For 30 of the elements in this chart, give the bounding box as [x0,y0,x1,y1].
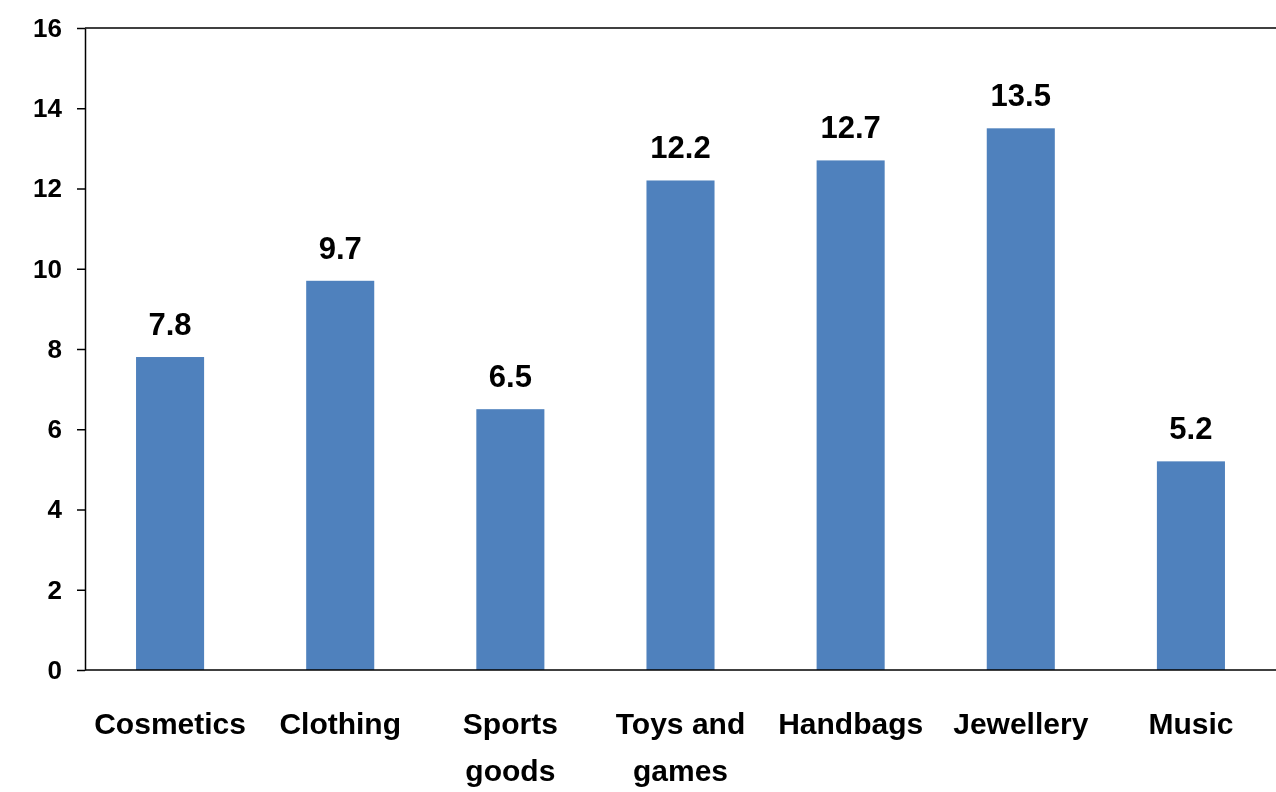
x-tick-label: Cosmetics [94,707,246,740]
data-label: 12.7 [820,110,881,146]
bar [986,128,1055,670]
bar [306,280,375,670]
x-tick-label: Music [1148,707,1234,740]
bar [136,357,205,670]
bar [816,160,885,670]
x-tick-label: Clothing [279,707,402,740]
x-tick-label: Handbags [778,707,924,740]
bar [646,180,715,670]
x-tick-label: Sports goods [462,707,558,787]
data-label: 5.2 [1169,411,1213,447]
y-tick-label: 10 [33,253,62,284]
y-tick-label: 16 [33,12,62,43]
y-tick-label: 0 [47,654,62,685]
data-label: 12.2 [650,130,711,166]
y-tick-label: 14 [33,93,63,124]
y-tick-label: 2 [47,574,62,605]
y-tick-label: 6 [47,414,62,445]
y-tick-label: 4 [47,494,63,525]
x-tick-label: Jewellery [953,707,1089,740]
bar [1156,461,1225,670]
x-tick-label: Toys and games [615,707,746,787]
data-label: 13.5 [990,78,1051,114]
data-label: 6.5 [488,359,532,395]
data-label: 7.8 [148,307,192,343]
y-tick-label: 12 [33,173,62,204]
bar [476,409,545,670]
y-tick-label: 8 [47,333,62,364]
data-label: 9.7 [318,230,362,266]
